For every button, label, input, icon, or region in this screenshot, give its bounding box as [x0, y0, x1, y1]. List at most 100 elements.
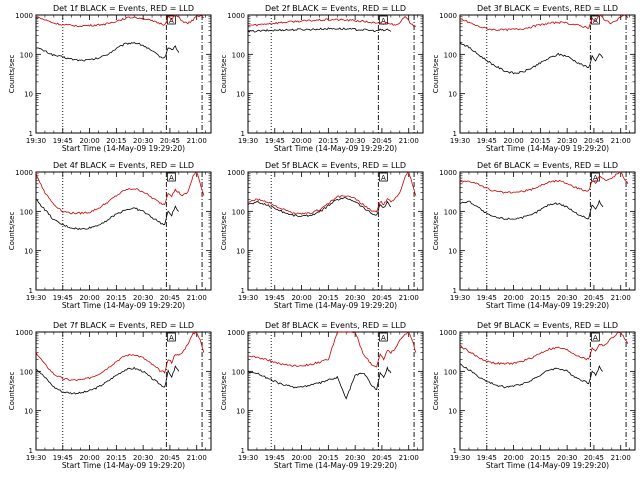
y-axis-label: Counts/sec	[432, 212, 440, 251]
lld-series-line	[247, 171, 417, 215]
detector-panel-1: Det 1f BLACK = Events, RED = LLD 1 10 100 10…	[8, 4, 212, 153]
x-tick-label: 20:00	[291, 137, 311, 145]
detector-panel-5: Det 5f BLACK = Events, RED = LLD 1 10 100 10…	[220, 161, 424, 310]
x-tick-label: 19:45	[53, 454, 73, 462]
x-tick-label: 21:00	[187, 294, 207, 302]
flag-marker-label: A	[381, 17, 386, 25]
flag-marker-label: A	[593, 174, 598, 182]
x-tick-label: 20:15	[318, 294, 338, 302]
x-tick-label: 19:45	[53, 137, 73, 145]
x-tick-label: 19:30	[238, 454, 258, 462]
x-tick-label: 20:15	[318, 454, 338, 462]
x-tick-label: 20:15	[106, 137, 126, 145]
y-tick-label: 10	[236, 408, 245, 416]
x-tick-label: 20:30	[557, 454, 577, 462]
x-tick-label: 20:00	[503, 454, 523, 462]
x-axis-label: Start Time (14-May-09 19:29:20)	[486, 301, 609, 310]
y-tick-label: 1000	[439, 169, 457, 177]
x-tick-label: 20:00	[291, 294, 311, 302]
y-tick-label: 1	[29, 447, 33, 455]
panel-title: Det 1f BLACK = Events, RED = LLD	[53, 4, 194, 13]
x-tick-label: 20:30	[345, 454, 365, 462]
y-tick-label: 1	[453, 447, 457, 455]
lld-series-line	[459, 171, 629, 194]
detector-panel-7: Det 7f BLACK = Events, RED = LLD 1 10 100 10…	[8, 321, 212, 470]
x-tick-label: 19:45	[477, 294, 497, 302]
panel-title: Det 7f BLACK = Events, RED = LLD	[53, 321, 194, 330]
y-tick-label: 10	[236, 91, 245, 99]
y-tick-label: 100	[232, 51, 245, 59]
plot-frame	[35, 331, 212, 451]
y-axis-label: Counts/sec	[432, 372, 440, 411]
plot-frame	[459, 331, 636, 451]
x-tick-label: 20:00	[291, 454, 311, 462]
x-tick-label: 19:30	[26, 454, 46, 462]
x-tick-label: 20:15	[106, 294, 126, 302]
x-tick-label: 20:30	[345, 137, 365, 145]
x-tick-label: 20:00	[503, 137, 523, 145]
events-series-line	[35, 199, 180, 230]
lld-series-line	[35, 332, 205, 382]
x-tick-label: 19:30	[26, 294, 46, 302]
x-tick-label: 21:00	[399, 454, 419, 462]
y-tick-label: 100	[20, 51, 33, 59]
flag-marker-label: A	[169, 174, 174, 182]
x-tick-label: 20:45	[584, 294, 604, 302]
x-tick-label: 20:45	[372, 294, 392, 302]
y-tick-label: 10	[448, 248, 457, 256]
y-tick-label: 10	[448, 91, 457, 99]
y-axis-label: Counts/sec	[220, 212, 228, 251]
y-tick-label: 1000	[439, 12, 457, 20]
detector-panel-4: Det 4f BLACK = Events, RED = LLD 1 10 100 10…	[8, 161, 212, 310]
detector-panel-9: Det 9f BLACK = Events, RED = LLD 1 10 100 10…	[432, 321, 636, 470]
x-tick-label: 21:00	[399, 294, 419, 302]
x-tick-label: 20:45	[160, 137, 180, 145]
y-axis-label: Counts/sec	[8, 212, 16, 251]
x-axis-label: Start Time (14-May-09 19:29:20)	[274, 301, 397, 310]
y-tick-label: 1000	[15, 169, 33, 177]
x-axis-label: Start Time (14-May-09 19:29:20)	[274, 144, 397, 153]
y-axis-label: Counts/sec	[220, 55, 228, 94]
y-tick-label: 10	[24, 91, 33, 99]
panel-title: Det 6f BLACK = Events, RED = LLD	[477, 161, 618, 170]
y-axis-label: Counts/sec	[8, 372, 16, 411]
y-tick-label: 1000	[15, 12, 33, 20]
x-tick-label: 19:45	[53, 294, 73, 302]
plot-frame	[459, 171, 636, 291]
y-tick-label: 100	[444, 208, 457, 216]
x-tick-label: 20:00	[79, 294, 99, 302]
events-series-line	[459, 363, 604, 389]
x-tick-label: 19:30	[238, 294, 258, 302]
events-series-line	[247, 366, 392, 400]
y-tick-label: 100	[232, 208, 245, 216]
x-tick-label: 20:15	[318, 137, 338, 145]
x-tick-label: 19:30	[238, 137, 258, 145]
x-tick-label: 20:30	[133, 137, 153, 145]
y-tick-label: 100	[232, 368, 245, 376]
x-axis-label: Start Time (14-May-09 19:29:20)	[62, 301, 185, 310]
flag-marker-box	[378, 172, 388, 182]
y-tick-label: 1	[29, 130, 33, 138]
x-tick-label: 19:30	[450, 294, 470, 302]
lld-series-line	[247, 16, 416, 27]
x-tick-label: 21:00	[187, 454, 207, 462]
events-series-line	[35, 365, 180, 395]
y-tick-label: 1	[453, 130, 457, 138]
detector-panel-3: Det 3f BLACK = Events, RED = LLD 1 10 100 10…	[432, 4, 636, 153]
y-tick-label: 10	[24, 248, 33, 256]
flag-marker-box	[166, 172, 176, 182]
x-tick-label: 20:15	[530, 137, 550, 145]
x-tick-label: 20:45	[372, 454, 392, 462]
x-tick-label: 20:00	[79, 454, 99, 462]
x-tick-label: 20:30	[557, 294, 577, 302]
y-tick-label: 1000	[227, 169, 245, 177]
x-tick-label: 20:15	[106, 454, 126, 462]
flag-marker-box	[590, 332, 600, 342]
x-tick-label: 20:15	[530, 454, 550, 462]
x-tick-label: 20:45	[160, 454, 180, 462]
events-series-line	[247, 196, 392, 218]
x-tick-label: 20:45	[584, 454, 604, 462]
detector-panel-2: Det 2f BLACK = Events, RED = LLD 1 10 100 10…	[220, 4, 424, 153]
plot-frame	[247, 171, 424, 291]
x-tick-label: 21:00	[187, 137, 207, 145]
